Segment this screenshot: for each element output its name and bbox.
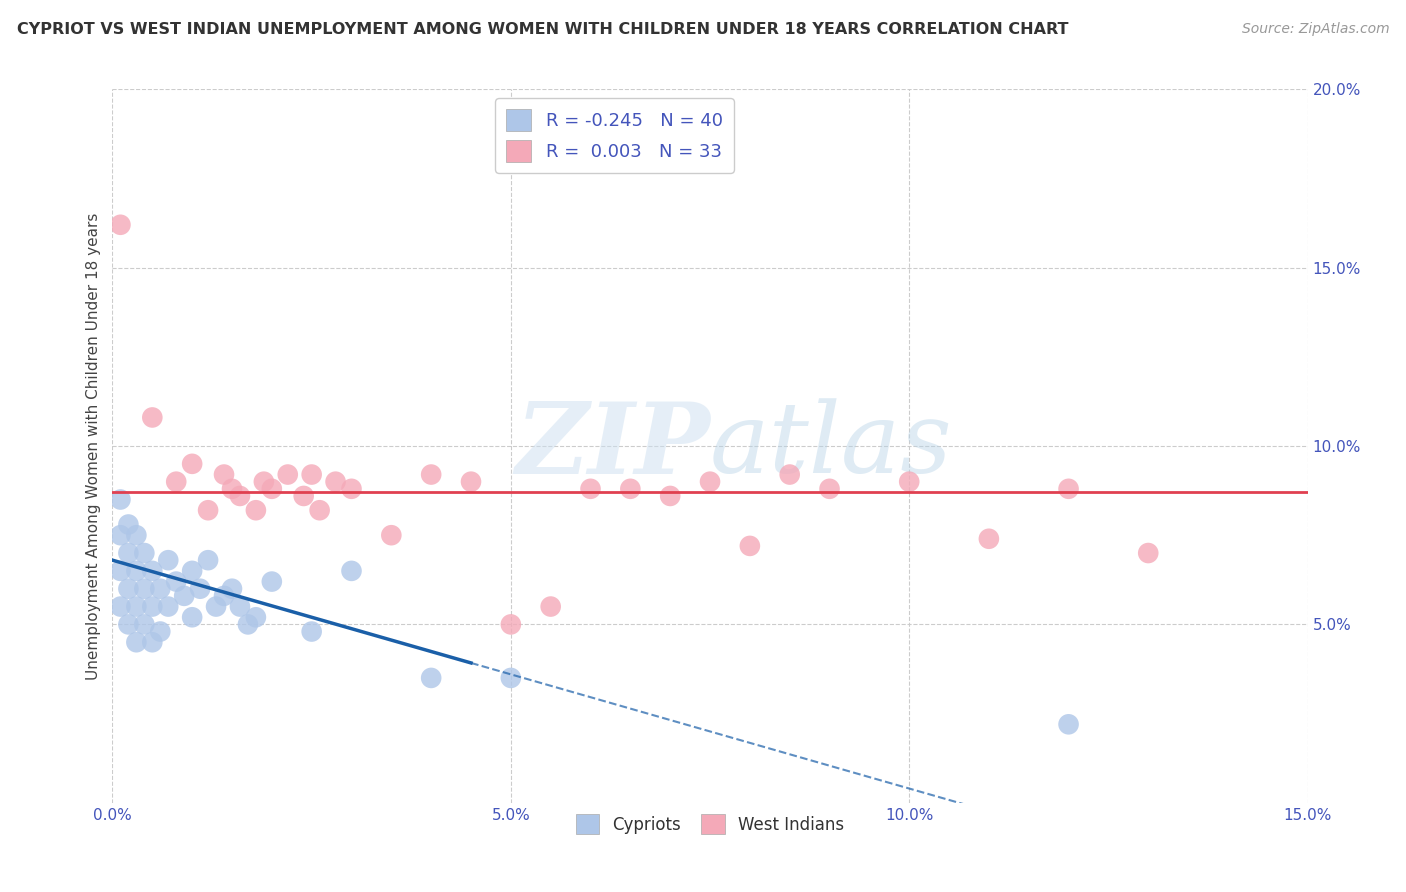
Point [157, 553, 180, 567]
Point [277, 467, 299, 482]
Point [245, 503, 267, 517]
Point [212, 589, 235, 603]
Point [134, 582, 156, 596]
Point [229, 489, 252, 503]
Point [110, 218, 132, 232]
Point [340, 564, 363, 578]
Point [110, 528, 132, 542]
Point [325, 475, 347, 489]
Point [141, 635, 163, 649]
Point [659, 489, 682, 503]
Point [540, 599, 562, 614]
Point [1057, 482, 1080, 496]
Point [117, 582, 139, 596]
Point [340, 482, 363, 496]
Point [141, 564, 163, 578]
Point [977, 532, 1000, 546]
Point [125, 564, 148, 578]
Point [134, 617, 156, 632]
Point [149, 624, 172, 639]
Point [125, 635, 148, 649]
Point [157, 599, 180, 614]
Point [292, 489, 315, 503]
Point [165, 574, 187, 589]
Point [460, 475, 482, 489]
Point [260, 482, 283, 496]
Point [420, 467, 443, 482]
Text: ZIP: ZIP [515, 398, 710, 494]
Point [117, 546, 139, 560]
Point [236, 617, 259, 632]
Point [149, 582, 172, 596]
Point [110, 492, 132, 507]
Point [125, 599, 148, 614]
Point [499, 671, 522, 685]
Point [898, 475, 921, 489]
Point [110, 564, 132, 578]
Point [1057, 717, 1080, 731]
Point [699, 475, 721, 489]
Point [181, 457, 204, 471]
Point [165, 475, 187, 489]
Point [301, 467, 323, 482]
Point [188, 582, 211, 596]
Point [117, 617, 139, 632]
Point [738, 539, 761, 553]
Point [420, 671, 443, 685]
Point [197, 553, 219, 567]
Point [818, 482, 841, 496]
Point [779, 467, 801, 482]
Point [380, 528, 402, 542]
Point [1137, 546, 1160, 560]
Point [308, 503, 330, 517]
Point [499, 617, 522, 632]
Point [125, 528, 148, 542]
Legend: Cypriots, West Indians: Cypriots, West Indians [569, 807, 851, 841]
Point [253, 475, 276, 489]
Point [229, 599, 252, 614]
Point [212, 467, 235, 482]
Point [301, 624, 323, 639]
Y-axis label: Unemployment Among Women with Children Under 18 years: Unemployment Among Women with Children U… [86, 212, 101, 680]
Point [181, 610, 204, 624]
Point [181, 564, 204, 578]
Point [221, 582, 243, 596]
Point [619, 482, 641, 496]
Point [141, 599, 163, 614]
Point [110, 599, 132, 614]
Text: CYPRIOT VS WEST INDIAN UNEMPLOYMENT AMONG WOMEN WITH CHILDREN UNDER 18 YEARS COR: CYPRIOT VS WEST INDIAN UNEMPLOYMENT AMON… [17, 22, 1069, 37]
Point [260, 574, 283, 589]
Text: Source: ZipAtlas.com: Source: ZipAtlas.com [1241, 22, 1389, 37]
Point [197, 503, 219, 517]
Point [221, 482, 243, 496]
Point [117, 517, 139, 532]
Point [245, 610, 267, 624]
Point [141, 410, 163, 425]
Point [173, 589, 195, 603]
Point [205, 599, 228, 614]
Point [579, 482, 602, 496]
Point [134, 546, 156, 560]
Text: atlas: atlas [710, 399, 953, 493]
